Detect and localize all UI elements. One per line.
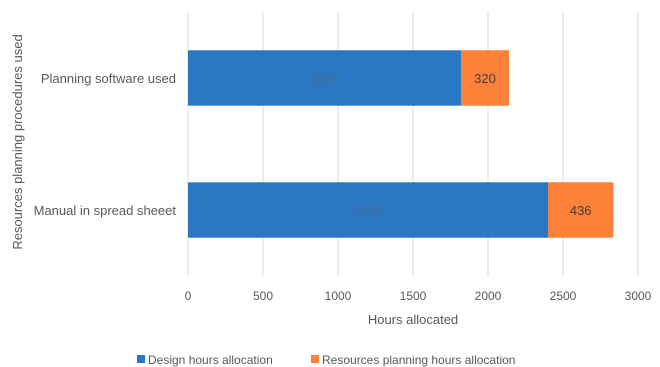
data-label: 1820: [310, 71, 339, 86]
data-label: 320: [474, 71, 496, 86]
x-tick-label: 2500: [550, 289, 577, 303]
bar-resources-1: [548, 182, 614, 238]
x-tick-label: 1500: [400, 289, 427, 303]
category-labels: Planning software used Manual in spread s…: [34, 71, 177, 218]
bar-design-0: [188, 50, 461, 106]
bar-design-1: [188, 182, 548, 238]
data-label: 2400: [354, 203, 383, 218]
data-label: 436: [570, 203, 592, 218]
legend-swatch-0: [137, 355, 145, 363]
x-axis-title: Hours allocated: [368, 312, 458, 327]
y-axis-title: Resources planning procedures used: [10, 34, 25, 249]
x-tick-label: 2000: [475, 289, 502, 303]
x-tick-label: 1000: [325, 289, 352, 303]
legend-label-1: Resources planning hours allocation: [322, 353, 515, 367]
x-tick-label: 500: [253, 289, 273, 303]
x-tick-labels: 0 500 1000 1500 2000 2500 3000: [185, 289, 652, 303]
legend-swatch-1: [311, 355, 319, 363]
category-label: Manual in spread sheeet: [34, 203, 177, 218]
category-label: Planning software used: [41, 71, 176, 86]
x-tick-label: 3000: [625, 289, 652, 303]
legend-label-0: Design hours allocation: [148, 353, 273, 367]
legend: Design hours allocation Resources plannin…: [137, 353, 515, 367]
x-tick-label: 0: [185, 289, 192, 303]
bars: 1820 320 2400 436: [188, 50, 614, 238]
bar-resources-0: [461, 50, 509, 106]
